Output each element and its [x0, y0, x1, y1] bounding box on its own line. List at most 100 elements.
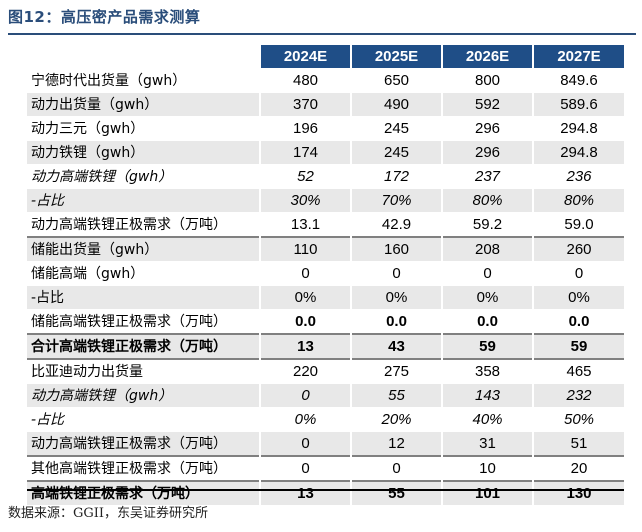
value-cell: 0.0 — [441, 309, 533, 334]
value-cell: 0% — [259, 285, 351, 310]
header-row: 2024E 2025E 2026E 2027E — [27, 44, 624, 69]
row-label: 储能出货量（gwh） — [27, 236, 260, 262]
row-label: 动力出货量（gwh） — [27, 92, 260, 117]
value-cell: 236 — [532, 164, 624, 189]
value-cell: 101 — [441, 480, 533, 505]
table-row: 储能高端（gwh） 0 0 0 0 — [27, 261, 624, 286]
value-cell: 172 — [350, 164, 442, 189]
value-cell: 0.0 — [259, 309, 351, 334]
table-row: -占比 0% 0% 0% 0% — [27, 285, 624, 310]
value-cell: 70% — [350, 188, 442, 213]
value-cell: 40% — [441, 407, 533, 432]
table-row: 动力三元（gwh） 196 245 296 294.8 — [27, 116, 624, 141]
source-note: 数据来源：GGII，东吴证券研究所 — [8, 506, 209, 521]
value-cell: 232 — [532, 383, 624, 408]
value-cell: 59.2 — [441, 212, 533, 237]
value-cell: 296 — [441, 116, 533, 141]
column-header: 2027E — [532, 44, 624, 69]
value-cell: 0 — [350, 261, 442, 286]
value-cell: 245 — [350, 140, 442, 165]
value-cell: 59 — [532, 333, 624, 359]
value-cell: 294.8 — [532, 140, 624, 165]
value-cell: 10 — [441, 455, 533, 481]
table-row: 动力高端铁锂正极需求（万吨） 0 12 31 51 — [27, 431, 624, 456]
column-header: 2024E — [259, 44, 351, 69]
row-label: 动力三元（gwh） — [27, 116, 260, 141]
value-cell: 110 — [259, 236, 351, 262]
value-cell: 260 — [532, 236, 624, 262]
value-cell: 55 — [350, 480, 442, 505]
value-cell: 296 — [441, 140, 533, 165]
row-label: -占比 — [27, 188, 260, 213]
table-row: -占比 0% 20% 40% 50% — [27, 407, 624, 432]
value-cell: 130 — [532, 480, 624, 505]
value-cell: 12 — [350, 431, 442, 456]
value-cell: 0% — [350, 285, 442, 310]
value-cell: 800 — [441, 68, 533, 93]
value-cell: 465 — [532, 358, 624, 384]
row-label: 动力高端铁锂（gwh） — [27, 383, 260, 408]
value-cell: 275 — [350, 358, 442, 384]
value-cell: 370 — [259, 92, 351, 117]
value-cell: 0 — [259, 455, 351, 481]
row-label: 比亚迪动力出货量 — [27, 358, 260, 384]
value-cell: 0% — [532, 285, 624, 310]
value-cell: 294.8 — [532, 116, 624, 141]
row-label: 动力高端铁锂正极需求（万吨） — [27, 431, 260, 456]
value-cell: 80% — [532, 188, 624, 213]
value-cell: 208 — [441, 236, 533, 262]
value-cell: 0 — [441, 261, 533, 286]
value-cell: 245 — [350, 116, 442, 141]
table-row: 比亚迪动力出货量 220 275 358 465 — [27, 358, 624, 384]
table-row: 合计高端铁锂正极需求（万吨） 13 43 59 59 — [27, 333, 624, 359]
value-cell: 13 — [259, 480, 351, 505]
table-body: 宁德时代出货量（gwh） 480 650 800 849.6 动力出货量（gwh） 370 4… — [27, 68, 624, 505]
value-cell: 196 — [259, 116, 351, 141]
row-label: 动力铁锂（gwh） — [27, 140, 260, 165]
value-cell: 13.1 — [259, 212, 351, 237]
row-label: -占比 — [27, 407, 260, 432]
header-blank-cell — [27, 44, 260, 69]
table-row: 储能高端铁锂正极需求（万吨） 0.0 0.0 0.0 0.0 — [27, 309, 624, 334]
value-cell: 0 — [259, 261, 351, 286]
table-row: 宁德时代出货量（gwh） 480 650 800 849.6 — [27, 68, 624, 93]
table-row: 动力高端铁锂正极需求（万吨） 13.1 42.9 59.2 59.0 — [27, 212, 624, 237]
row-label: -占比 — [27, 285, 260, 310]
value-cell: 237 — [441, 164, 533, 189]
value-cell: 0 — [259, 431, 351, 456]
column-header: 2026E — [441, 44, 533, 69]
value-cell: 59.0 — [532, 212, 624, 237]
value-cell: 50% — [532, 407, 624, 432]
table-row: -占比 30% 70% 80% 80% — [27, 188, 624, 213]
value-cell: 0 — [350, 455, 442, 481]
figure-title: 图12：高压密产品需求测算 — [8, 8, 201, 26]
value-cell: 55 — [350, 383, 442, 408]
value-cell: 31 — [441, 431, 533, 456]
value-cell: 13 — [259, 333, 351, 359]
value-cell: 20% — [350, 407, 442, 432]
value-cell: 0% — [441, 285, 533, 310]
value-cell: 0 — [259, 383, 351, 408]
value-cell: 480 — [259, 68, 351, 93]
value-cell: 0.0 — [532, 309, 624, 334]
value-cell: 589.6 — [532, 92, 624, 117]
row-label: 动力高端铁锂正极需求（万吨） — [27, 212, 260, 237]
table-row: 其他高端铁锂正极需求（万吨） 0 0 10 20 — [27, 455, 624, 481]
value-cell: 52 — [259, 164, 351, 189]
row-label: 动力高端铁锂（gwh） — [27, 164, 260, 189]
row-label: 储能高端铁锂正极需求（万吨） — [27, 309, 260, 334]
value-cell: 43 — [350, 333, 442, 359]
value-cell: 51 — [532, 431, 624, 456]
demand-table: 2024E 2025E 2026E 2027E 宁德时代出货量（gwh） 480 6… — [27, 44, 624, 505]
table-row: 高端铁锂正极需求（万吨） 13 55 101 130 — [27, 480, 624, 505]
value-cell: 80% — [441, 188, 533, 213]
value-cell: 592 — [441, 92, 533, 117]
row-label: 其他高端铁锂正极需求（万吨） — [27, 455, 260, 481]
value-cell: 0% — [259, 407, 351, 432]
value-cell: 20 — [532, 455, 624, 481]
table-bottom-rule — [27, 489, 624, 491]
value-cell: 490 — [350, 92, 442, 117]
column-header: 2025E — [350, 44, 442, 69]
value-cell: 59 — [441, 333, 533, 359]
value-cell: 143 — [441, 383, 533, 408]
